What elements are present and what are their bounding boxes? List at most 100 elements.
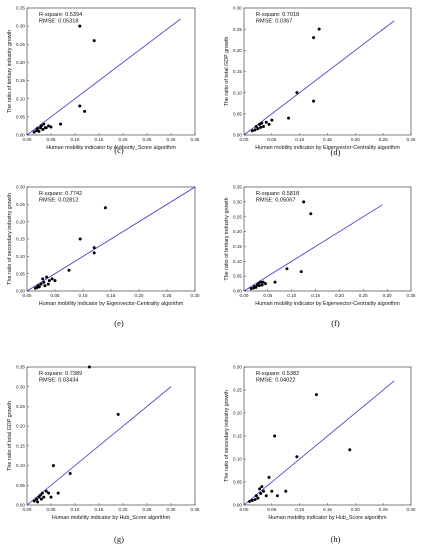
data-point bbox=[32, 130, 36, 134]
y-tick-label: 0.35 bbox=[16, 365, 25, 370]
data-point bbox=[78, 237, 82, 241]
y-tick-label: 0.30 bbox=[233, 6, 242, 11]
y-tick-label: 0.10 bbox=[233, 457, 242, 462]
data-point bbox=[39, 497, 43, 501]
y-axis-label: The ratio of tertiary industry growth bbox=[7, 30, 13, 113]
x-tick-label: 0.00 bbox=[23, 507, 32, 512]
r-square-label: R-square: 0.7018 bbox=[256, 12, 299, 18]
y-tick-label: 0.25 bbox=[233, 214, 242, 219]
data-point bbox=[38, 493, 42, 497]
x-tick-label: 0.00 bbox=[23, 293, 32, 298]
data-point bbox=[37, 285, 41, 289]
data-point bbox=[35, 497, 39, 501]
x-tick-label: 0.30 bbox=[383, 293, 392, 298]
data-point bbox=[317, 27, 321, 31]
r-square-label: R-square: 0.5818 bbox=[256, 191, 299, 197]
x-tick-label: 0.00 bbox=[240, 293, 249, 298]
data-point bbox=[92, 246, 96, 250]
data-point bbox=[309, 212, 313, 216]
x-tick-label: 0.15 bbox=[323, 507, 332, 512]
y-tick-label: 0.15 bbox=[16, 237, 25, 242]
y-tick-label: 0.00 bbox=[16, 503, 25, 508]
plot-area-frame bbox=[26, 7, 196, 136]
plot-area-frame bbox=[243, 186, 412, 292]
data-point bbox=[295, 455, 299, 459]
data-point bbox=[248, 499, 252, 503]
scatter-panel-5: 0.000.00 0.05 0.05 0.10 0.10 0.15 0.15 0.20 0.20… bbox=[7, 365, 200, 544]
x-tick-label: 0.10 bbox=[71, 507, 80, 512]
x-tick-label: 0.05 bbox=[47, 137, 56, 142]
y-tick-label: 0.05 bbox=[16, 483, 25, 488]
y-tick-label: 0.00 bbox=[233, 503, 242, 508]
data-point bbox=[249, 287, 253, 291]
y-tick-label: 0.20 bbox=[16, 60, 25, 65]
panel-label: (c) bbox=[114, 145, 124, 155]
x-axis-label: Human mobility indicator by Eigenvector-… bbox=[255, 301, 400, 307]
y-tick-label: 0.05 bbox=[16, 114, 25, 119]
x-axis-label: Human mobility indicator by Hub_Score al… bbox=[52, 515, 171, 521]
x-tick-label: 0.10 bbox=[295, 137, 304, 142]
y-tick-label: 0.10 bbox=[16, 96, 25, 101]
x-axis-label: Human mobility indicator by Eigenvector-… bbox=[39, 301, 184, 307]
panel-label: (d) bbox=[331, 147, 341, 157]
data-point bbox=[314, 393, 318, 397]
data-point bbox=[78, 104, 82, 108]
data-point bbox=[37, 129, 41, 133]
y-tick-label: 0.15 bbox=[16, 78, 25, 83]
data-point bbox=[261, 125, 265, 129]
x-tick-label: 0.15 bbox=[95, 137, 104, 142]
y-tick-label: 0.00 bbox=[16, 133, 25, 138]
data-point bbox=[261, 489, 265, 493]
x-tick-label: 0.20 bbox=[135, 293, 144, 298]
x-tick-label: 0.35 bbox=[191, 137, 200, 142]
x-tick-label: 0.20 bbox=[119, 137, 128, 142]
data-point bbox=[250, 498, 254, 502]
y-tick-label: 0.10 bbox=[16, 463, 25, 468]
y-tick-label: 0.10 bbox=[16, 254, 25, 259]
data-point bbox=[92, 39, 96, 43]
data-point bbox=[254, 494, 258, 498]
x-tick-label: 0.30 bbox=[407, 507, 416, 512]
data-point bbox=[312, 36, 316, 40]
data-point bbox=[68, 471, 72, 475]
fit-line bbox=[26, 186, 196, 292]
x-tick-label: 0.05 bbox=[267, 137, 276, 142]
x-axis-label: Human mobility indicator by Authority_Sc… bbox=[46, 145, 176, 151]
scatter-panel-4: 0.000.00 0.05 0.05 0.10 0.10 0.15 0.15 0.20 0.20… bbox=[224, 185, 416, 328]
x-tick-label: 0.25 bbox=[143, 137, 152, 142]
x-tick-label: 0.00 bbox=[240, 137, 249, 142]
x-tick-label: 0.15 bbox=[323, 137, 332, 142]
data-point bbox=[254, 125, 258, 129]
x-axis-label: Human mobility indicator by Hub_Score al… bbox=[268, 515, 387, 521]
rmse-label: RMSE: 0.05318 bbox=[39, 19, 79, 25]
data-point bbox=[67, 268, 71, 272]
x-tick-label: 0.05 bbox=[263, 293, 272, 298]
x-tick-label: 0.15 bbox=[311, 293, 320, 298]
x-tick-label: 0.10 bbox=[295, 507, 304, 512]
data-point bbox=[275, 494, 279, 498]
y-tick-label: 0.05 bbox=[233, 111, 242, 116]
data-point bbox=[287, 116, 291, 120]
panel-label: (h) bbox=[331, 534, 341, 544]
y-tick-label: 0.25 bbox=[233, 388, 242, 393]
data-point bbox=[41, 128, 45, 132]
data-point bbox=[267, 475, 271, 479]
y-tick-label: 0.20 bbox=[16, 424, 25, 429]
data-point bbox=[59, 122, 63, 126]
data-point bbox=[41, 277, 45, 281]
data-point bbox=[259, 280, 263, 284]
data-point bbox=[295, 91, 299, 95]
data-point bbox=[258, 122, 262, 126]
data-point bbox=[39, 124, 43, 128]
data-point bbox=[46, 282, 50, 286]
y-tick-label: 0.15 bbox=[233, 434, 242, 439]
data-point bbox=[42, 495, 46, 499]
rmse-label: RMSE: 0.03434 bbox=[39, 378, 79, 384]
panel-label: (f) bbox=[331, 318, 340, 328]
data-point bbox=[270, 489, 274, 493]
data-point bbox=[259, 125, 263, 129]
data-point bbox=[47, 491, 51, 495]
scatter-panel-2: 0.000.00 0.05 0.05 0.10 0.10 0.15 0.15 0.20 0.20… bbox=[224, 6, 416, 157]
data-point bbox=[312, 99, 316, 103]
scatter-panel-3: 0.000.00 0.05 0.05 0.10 0.10 0.15 0.15 0.20 0.20… bbox=[7, 185, 200, 328]
